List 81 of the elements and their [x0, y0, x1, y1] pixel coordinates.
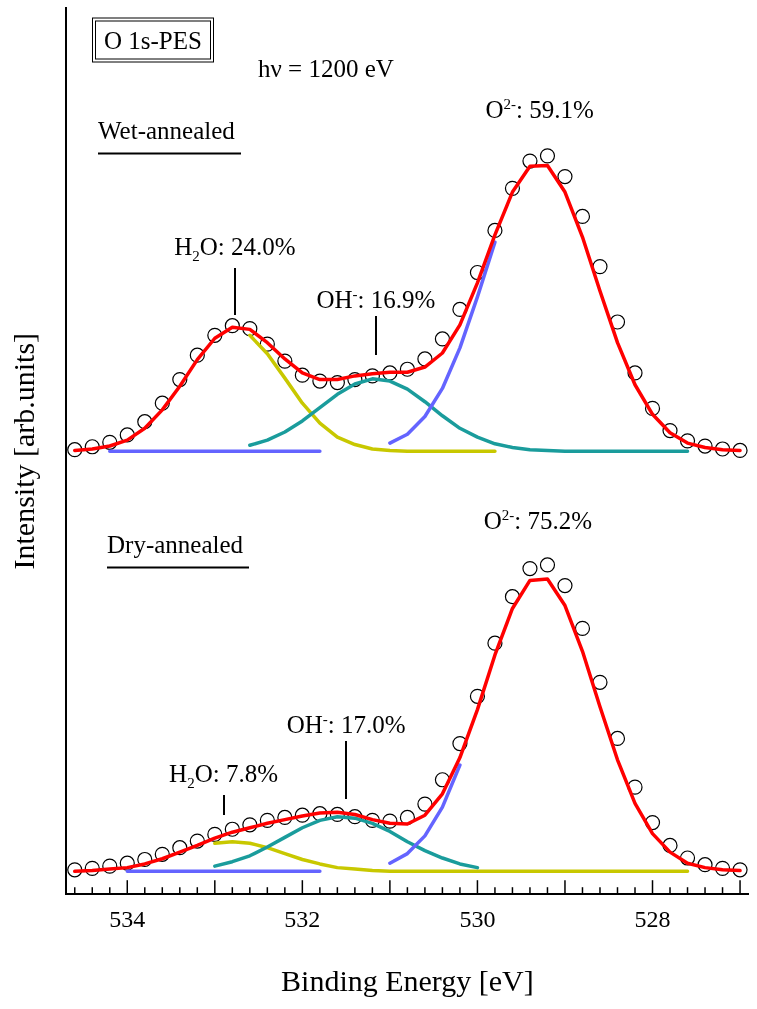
point: [84, 860, 100, 876]
point: [154, 846, 170, 862]
x-tick-label: 528: [634, 905, 671, 932]
y-axis-title: Intensity [arb.units]: [6, 332, 40, 570]
point: [574, 208, 591, 225]
point: [189, 347, 205, 363]
point: [119, 427, 135, 443]
point: [557, 168, 573, 185]
point: [487, 635, 503, 651]
point: [242, 817, 258, 833]
point: [172, 840, 188, 856]
point: [329, 374, 345, 391]
point: [627, 365, 643, 381]
point: [382, 813, 398, 829]
point: [224, 318, 240, 334]
point: [662, 837, 678, 854]
annotation: Dry-annealed: [107, 530, 250, 569]
point: [714, 860, 731, 876]
point: [732, 862, 748, 878]
point: [277, 353, 293, 369]
point: [224, 821, 240, 837]
point: [347, 371, 363, 388]
point: [644, 814, 661, 831]
point: [312, 373, 328, 389]
annotation: O$^{2-}$: 75.2%: [483, 506, 592, 534]
point: [329, 806, 345, 823]
point: [697, 857, 713, 873]
text: hν = 1200 eV: [258, 54, 394, 82]
x-tick-label: 530: [459, 905, 496, 932]
point: [382, 365, 398, 381]
point: [522, 561, 538, 577]
point: [679, 850, 696, 866]
point: [522, 153, 538, 169]
point: [714, 441, 731, 457]
x-tick-label: 534: [109, 905, 146, 932]
point: [469, 688, 486, 704]
point: [487, 222, 503, 239]
point: [504, 180, 521, 196]
point: [294, 807, 310, 823]
point: [662, 422, 678, 439]
annotation: H$_{2}$O: 24.0%: [174, 233, 296, 265]
point: [102, 434, 118, 450]
point: [679, 433, 696, 449]
point: [242, 321, 258, 337]
point: [172, 371, 188, 388]
point: [697, 438, 713, 454]
point: [539, 148, 556, 164]
point: [434, 331, 451, 347]
text: O 1s-PES: [92, 17, 214, 63]
point: [137, 851, 153, 868]
point: [399, 361, 415, 377]
annotation: OH$^{-}$: 17.0%: [286, 710, 406, 739]
point: [592, 259, 608, 275]
point: [539, 557, 556, 573]
point: [84, 439, 100, 455]
point: [294, 367, 310, 383]
x-axis-title: Binding Energy [eV]: [281, 963, 534, 997]
point: [67, 862, 83, 878]
point: [102, 858, 118, 874]
point: [574, 620, 591, 636]
point: [364, 368, 380, 384]
point: [207, 327, 223, 343]
point: [119, 855, 135, 871]
x-tick-label: 532: [284, 905, 321, 932]
point: [364, 812, 380, 828]
annotation: O$^{2-}$: 59.1%: [485, 95, 594, 123]
point: [259, 812, 275, 828]
annotation: OH$^{-}$: 16.9%: [316, 285, 436, 313]
point: [67, 442, 83, 458]
point: [347, 809, 363, 825]
point: [452, 735, 468, 752]
text: Wet-annealed: [98, 116, 241, 155]
point: [644, 400, 661, 416]
point: [592, 674, 608, 690]
point: [277, 809, 293, 826]
point: [557, 577, 573, 594]
point: [189, 833, 205, 849]
annotation: H$_{2}$O: 7.8%: [169, 760, 279, 792]
point: [732, 442, 748, 459]
point: [207, 826, 223, 842]
point: [154, 395, 170, 411]
